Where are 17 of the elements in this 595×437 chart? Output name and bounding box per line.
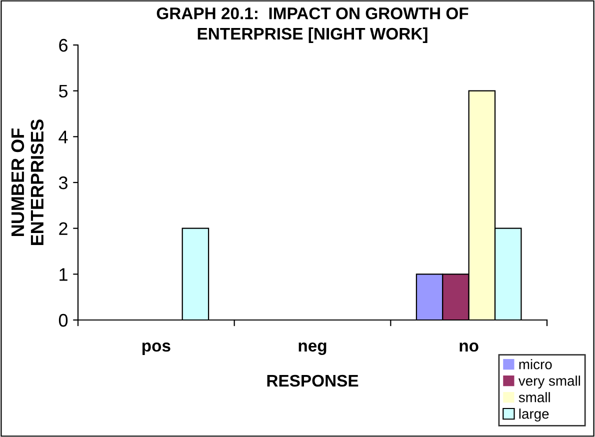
- x-tick-label: neg: [298, 342, 326, 355]
- y-axis-title: NUMBER OF ENTERPRISES: [11, 119, 44, 246]
- x-tick-label: pos: [142, 342, 170, 355]
- y-tick-label: 4: [58, 130, 68, 144]
- y-tick-label: 2: [59, 222, 68, 235]
- y-tick-label: 3: [58, 176, 68, 190]
- legend-label: very small: [518, 376, 580, 389]
- y-tick-label: 1: [60, 268, 68, 281]
- legend-label: small: [518, 392, 550, 402]
- y-tick-label: 0: [58, 314, 68, 327]
- legend-label: micro: [519, 359, 552, 370]
- y-tick-label: 6: [59, 38, 68, 52]
- x-axis-title: RESPONSE: [267, 374, 358, 387]
- x-tick-label: no: [460, 342, 478, 352]
- chart-title: GRAPH 20.1: IMPACT ON GROWTH OF ENTERPRISE [NIGHT WORK]: [156, 7, 468, 43]
- y-tick-label: 5: [58, 84, 68, 98]
- legend-label: large: [519, 408, 549, 422]
